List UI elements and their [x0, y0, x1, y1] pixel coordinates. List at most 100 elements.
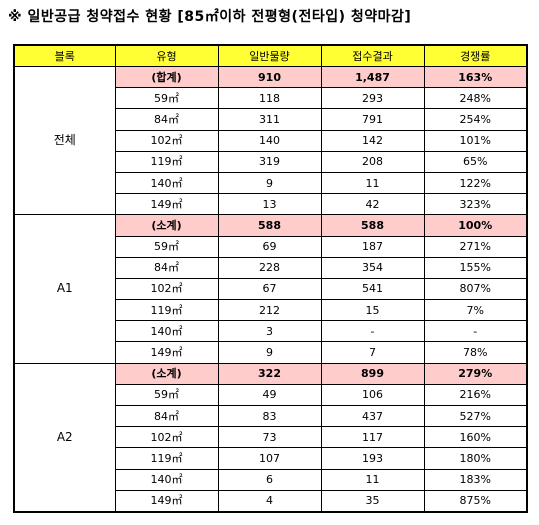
- general-supply-cell: 83: [217, 404, 322, 428]
- applications-cell: 187: [320, 235, 425, 258]
- header-general-supply: 일반물량: [217, 44, 322, 67]
- general-supply-cell: 69: [217, 235, 322, 258]
- competition-rate-cell: 254%: [423, 108, 528, 131]
- block-name-cell: 전체: [13, 65, 116, 216]
- competition-rate-cell: 807%: [423, 277, 528, 301]
- type-cell: 149㎡: [114, 341, 219, 364]
- block-name-cell: A1: [13, 214, 116, 364]
- table-row: 119㎡ 319 208 65%: [14, 150, 528, 173]
- table-row: 119㎡ 212 15 7%: [14, 299, 528, 322]
- competition-rate-cell: 180%: [423, 447, 528, 470]
- competition-rate-cell: 100%: [423, 214, 528, 237]
- competition-rate-cell: 183%: [423, 468, 528, 491]
- general-supply-cell: 107: [217, 447, 322, 470]
- applications-cell: 11: [320, 468, 425, 491]
- competition-rate-cell: 122%: [423, 171, 528, 195]
- table-row: 149㎡ 9 7 78%: [14, 341, 528, 364]
- competition-rate-cell: 323%: [423, 193, 528, 216]
- table-row: 102㎡ 73 117 160%: [14, 426, 528, 449]
- competition-rate-cell: 163%: [423, 65, 528, 89]
- general-supply-cell: 9: [217, 341, 322, 364]
- type-cell: (소계): [114, 214, 219, 237]
- competition-rate-cell: 875%: [423, 489, 528, 513]
- applications-cell: 15: [320, 299, 425, 322]
- type-cell: 59㎡: [114, 383, 219, 407]
- type-cell: 84㎡: [114, 404, 219, 428]
- applications-cell: 791: [320, 108, 425, 131]
- competition-rate-cell: 160%: [423, 426, 528, 449]
- type-cell: 140㎡: [114, 171, 219, 195]
- header-competition-rate: 경쟁률: [423, 44, 528, 67]
- competition-rate-cell: 65%: [423, 150, 528, 173]
- applications-cell: 588: [320, 214, 425, 237]
- competition-rate-cell: 248%: [423, 87, 528, 110]
- applications-cell: 541: [320, 277, 425, 301]
- general-supply-cell: 910: [217, 65, 322, 89]
- competition-rate-cell: 7%: [423, 299, 528, 322]
- subscription-table: 블록 유형 일반물량 접수결과 경쟁률 전체 (합계) 910 1,487 163% 59…: [13, 44, 528, 513]
- competition-rate-cell: 155%: [423, 256, 528, 279]
- general-supply-cell: 322: [217, 362, 322, 385]
- table-header-row: 블록 유형 일반물량 접수결과 경쟁률: [13, 44, 528, 67]
- competition-rate-cell: -: [423, 320, 528, 343]
- type-cell: 84㎡: [114, 108, 219, 131]
- block-name-cell: A2: [13, 362, 116, 513]
- table-row: 84㎡ 83 437 527%: [14, 404, 528, 428]
- competition-rate-cell: 101%: [423, 129, 528, 152]
- applications-cell: 117: [320, 426, 425, 449]
- type-cell: 119㎡: [114, 447, 219, 470]
- type-cell: 59㎡: [114, 87, 219, 110]
- general-supply-cell: 67: [217, 277, 322, 301]
- page-title: ※ 일반공급 청약접수 현황 [85㎡이하 전평형(전타입) 청약마감]: [8, 9, 412, 25]
- table-row: 84㎡ 228 354 155%: [14, 256, 528, 279]
- applications-cell: 142: [320, 129, 425, 152]
- header-applications: 접수결과: [320, 44, 425, 67]
- table-row-subtotal: A2 (소계) 322 899 279%: [13, 362, 528, 513]
- competition-rate-cell: 78%: [423, 341, 528, 364]
- table-row: 149㎡ 13 42 323%: [14, 193, 528, 216]
- general-supply-cell: 6: [217, 468, 322, 491]
- table-row: 102㎡ 67 541 807%: [14, 277, 528, 301]
- table-row: 102㎡ 140 142 101%: [14, 129, 528, 152]
- type-cell: 149㎡: [114, 489, 219, 513]
- applications-cell: 193: [320, 447, 425, 470]
- table-row-subtotal: 전체 (합계) 910 1,487 163%: [13, 65, 528, 216]
- competition-rate-cell: 527%: [423, 404, 528, 428]
- applications-cell: 35: [320, 489, 425, 513]
- applications-cell: 437: [320, 404, 425, 428]
- table-row: 140㎡ 6 11 183%: [14, 468, 528, 491]
- table-row-subtotal: A1 (소계) 588 588 100%: [13, 214, 528, 364]
- applications-cell: -: [320, 320, 425, 343]
- general-supply-cell: 9: [217, 171, 322, 195]
- table-body: 전체 (합계) 910 1,487 163% 59㎡ 118 293 248% 84㎡ 311 791…: [13, 65, 528, 513]
- general-supply-cell: 228: [217, 256, 322, 279]
- general-supply-cell: 49: [217, 383, 322, 407]
- applications-cell: 42: [320, 193, 425, 216]
- general-supply-cell: 4: [217, 489, 322, 513]
- type-cell: 102㎡: [114, 277, 219, 301]
- general-supply-cell: 118: [217, 87, 322, 110]
- applications-cell: 293: [320, 87, 425, 110]
- competition-rate-cell: 279%: [423, 362, 528, 385]
- type-cell: (소계): [114, 362, 219, 385]
- applications-cell: 11: [320, 171, 425, 195]
- applications-cell: 899: [320, 362, 425, 385]
- general-supply-cell: 319: [217, 150, 322, 173]
- applications-cell: 106: [320, 383, 425, 407]
- general-supply-cell: 140: [217, 129, 322, 152]
- type-cell: 59㎡: [114, 235, 219, 258]
- applications-cell: 7: [320, 341, 425, 364]
- general-supply-cell: 73: [217, 426, 322, 449]
- general-supply-cell: 3: [217, 320, 322, 343]
- type-cell: 149㎡: [114, 193, 219, 216]
- applications-cell: 354: [320, 256, 425, 279]
- type-cell: 84㎡: [114, 256, 219, 279]
- competition-rate-cell: 216%: [423, 383, 528, 407]
- general-supply-cell: 588: [217, 214, 322, 237]
- table-row: 59㎡ 69 187 271%: [14, 235, 528, 258]
- type-cell: (합계): [114, 65, 219, 89]
- type-cell: 119㎡: [114, 299, 219, 322]
- header-type: 유형: [114, 44, 219, 67]
- type-cell: 102㎡: [114, 129, 219, 152]
- competition-rate-cell: 271%: [423, 235, 528, 258]
